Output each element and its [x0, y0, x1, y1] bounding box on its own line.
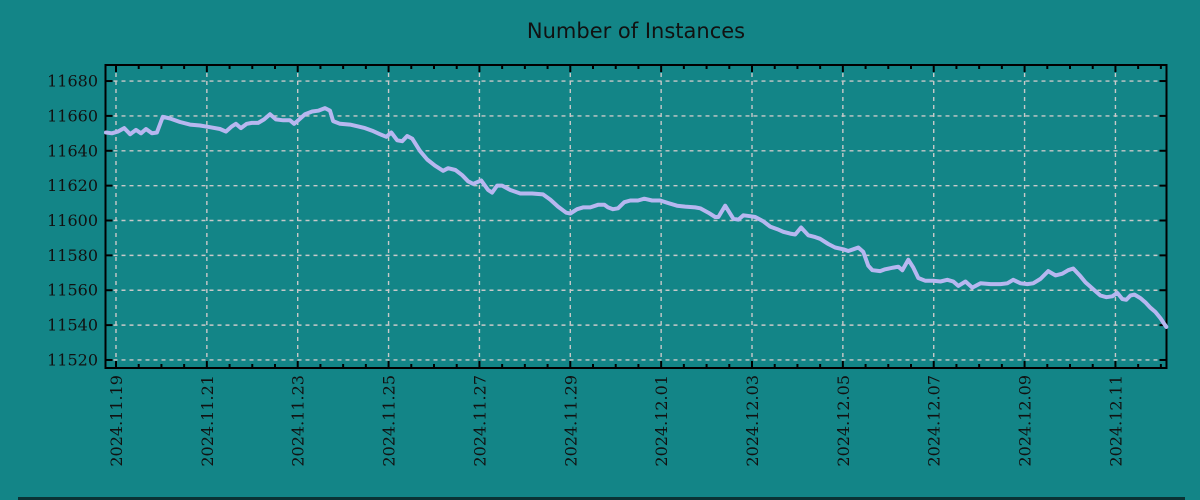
y-tick-label: 11640 [47, 141, 98, 160]
x-tick-label: 2024.11.25 [380, 375, 399, 467]
x-tick-label: 2024.11.27 [470, 375, 489, 467]
x-tick-label: 2024.12.07 [925, 375, 944, 467]
y-tick-label: 11540 [47, 316, 98, 335]
x-tick-label: 2024.12.09 [1016, 375, 1035, 467]
axis-layer [104, 64, 1168, 369]
plot-border [104, 64, 1168, 369]
y-tick-label: 11560 [47, 281, 98, 300]
bottom-edge-bar [18, 497, 1185, 500]
x-tick-label: 2024.11.23 [289, 375, 308, 467]
x-tick-label: 2024.12.11 [1106, 375, 1125, 467]
x-tick-label: 2024.12.05 [834, 375, 853, 467]
y-tick-label: 11660 [47, 106, 98, 125]
grid-layer [105, 65, 1167, 368]
series-layer [104, 106, 1169, 329]
x-tick-label: 2024.12.03 [743, 375, 762, 467]
y-tick-label: 11580 [47, 246, 98, 265]
y-tick-label: 11600 [47, 211, 98, 230]
x-tick-label: 2024.11.29 [561, 375, 580, 467]
y-tick-label: 11680 [47, 72, 98, 91]
x-tick-label: 2024.12.01 [652, 375, 671, 467]
label-layer: 11520 11540 11560 11580 11600 11620 11640 11660… [47, 72, 1125, 467]
chart-title: Number of Instances [527, 19, 745, 43]
y-tick-label: 11620 [47, 176, 98, 195]
x-tick-label: 2024.11.21 [198, 375, 217, 467]
series-line-instances [104, 106, 1169, 329]
y-tick-label: 11520 [47, 350, 98, 369]
x-tick-label: 2024.11.19 [107, 375, 126, 467]
